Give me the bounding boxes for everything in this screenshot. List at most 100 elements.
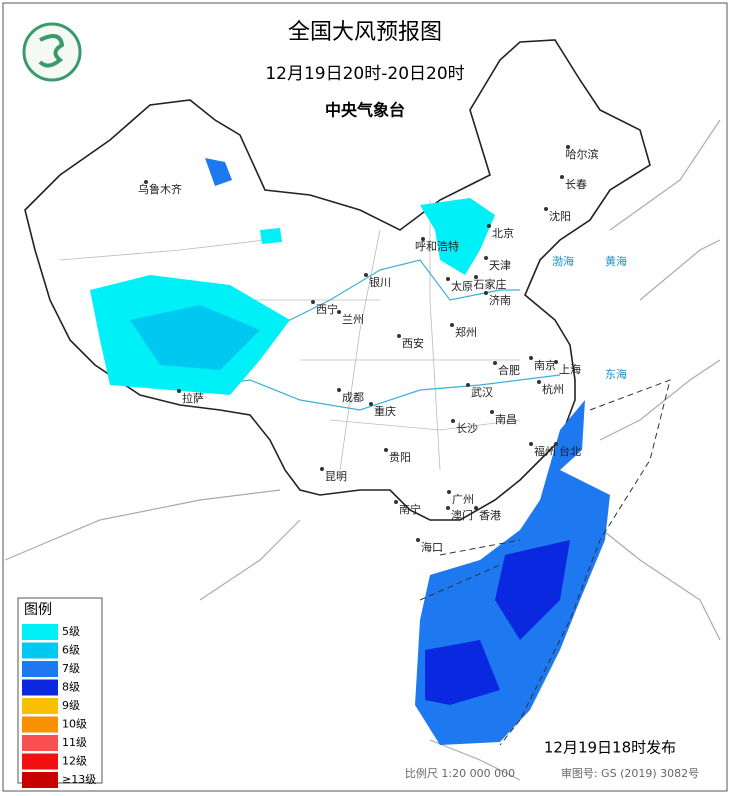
legend-swatch [22,642,58,659]
city-dot [487,224,491,228]
city-dot [320,467,324,471]
issuer: 中央气象台 [325,101,405,120]
city-dot [364,273,368,277]
city-dot [451,419,455,423]
city-dot [466,383,470,387]
city-label: 沈阳 [549,209,571,223]
boundary-dashes [419,379,671,746]
city-dot [554,360,558,364]
legend-swatch [22,624,58,640]
city-dot [144,180,148,184]
legend-label: 6级 [62,644,80,657]
china-outline [24,39,651,521]
wind-areas [90,158,610,745]
city-label: 长沙 [456,422,478,435]
legend-swatch [22,772,58,788]
city-dot [450,323,454,327]
city-dot [529,442,533,446]
city-dot [474,275,478,279]
city-dot [337,310,341,314]
city-label: 济南 [489,293,511,307]
city-dot [493,361,497,365]
wind-area-7 [205,158,232,186]
city-label: 天津 [489,259,511,272]
city-label: 郑州 [455,325,477,339]
city-label: 澳门 [451,508,473,522]
legend-label: 11级 [62,736,87,749]
city-dot [447,490,451,494]
city-label: 上海 [559,362,581,376]
legend-swatch [22,735,58,751]
issue-time: 12月19日18时发布 [544,739,676,757]
scale: 比例尺 1:20 000 000 [405,766,515,780]
legend-swatch [22,679,58,696]
city-label: 拉萨 [182,391,204,405]
city-dot [421,237,425,241]
city-dot [446,277,450,281]
city-dot [397,334,401,338]
city-dot [416,538,420,542]
city-label: 北京 [492,226,514,240]
legend-title: 图例 [24,602,52,618]
city-label: 重庆 [374,404,396,418]
city-dot [554,442,558,446]
city-dot [484,291,488,295]
city-dot [394,500,398,504]
city-label: 兰州 [342,313,364,326]
city-dot [560,175,564,179]
legend-swatch [22,716,58,733]
city-label: 西安 [402,336,424,350]
city-label: 成都 [342,391,364,404]
city-label: 贵阳 [389,451,411,464]
city-dot [544,207,548,211]
subtitle: 12月19日20时-20日20时 [265,64,464,84]
city-label: 西宁 [316,302,338,316]
sea-label: 黄海 [605,254,627,268]
city-label: 南宁 [399,502,421,516]
city-label: 武汉 [471,386,493,399]
city-label: 合肥 [498,363,520,377]
city-label: 昆明 [325,470,347,483]
city-label: 太原 [451,280,473,293]
city-label: 哈尔滨 [566,147,599,161]
title: 全国大风预报图 [288,20,442,45]
city-dot [537,380,541,384]
city-label: 杭州 [542,382,564,396]
city-dot [529,356,533,360]
sea-label: 渤海 [552,254,574,268]
city-dot [484,256,488,260]
legend-label: 8级 [62,681,80,694]
city-label: 长春 [565,178,587,191]
logo [22,22,82,82]
city-label: 银川 [369,275,391,289]
city-dot [337,388,341,392]
province-lines [59,200,521,471]
city-dot [566,145,570,149]
city-label: 南昌 [495,413,517,426]
city-dot [384,448,388,452]
sea-label: 东海 [605,367,627,381]
wind-area-8 [425,540,570,705]
city-label: 乌鲁木齐 [138,182,182,196]
approval: 审图号: GS (2019) 3082号 [561,766,699,780]
land-outlines [4,119,721,781]
city-label: 海口 [421,540,443,554]
legend-label: 12级 [62,755,87,768]
city-dot [490,410,494,414]
city-dot [474,506,478,510]
city-dot [311,300,315,304]
city-dot [446,506,450,510]
rivers [179,259,561,411]
legend-label: 7级 [62,662,80,675]
legend-swatch [22,698,58,714]
city-label: 南京 [534,358,556,372]
legend-swatch [22,753,58,770]
wind-area-5 [260,228,282,244]
legend-label: 10级 [62,718,87,731]
legend-swatch [22,661,58,677]
city-label: 呼和浩特 [415,239,459,253]
city-dot [177,389,181,393]
legend-label: ≥13级 [62,773,96,786]
city-label: 香港 [479,509,501,522]
